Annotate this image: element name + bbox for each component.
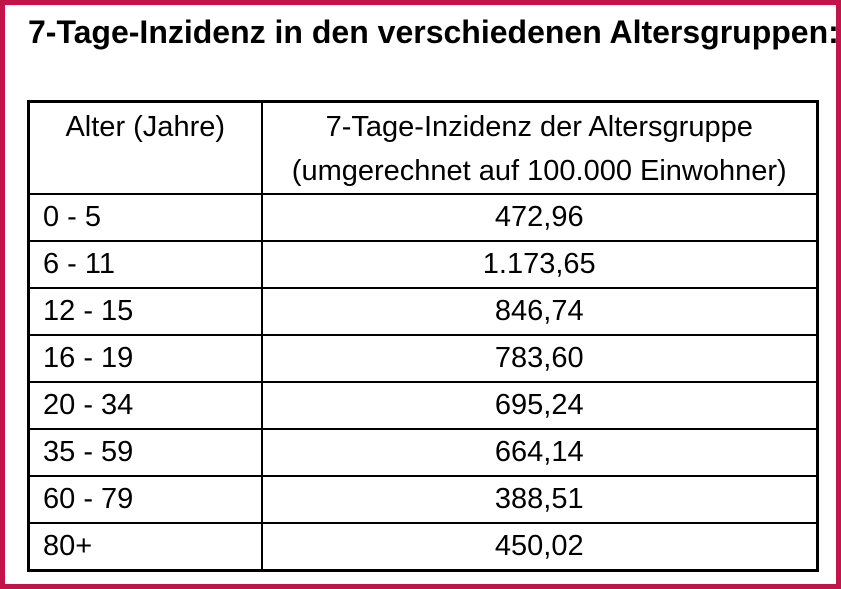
age-cell: 0 - 5 (27, 193, 263, 242)
value-cell: 846,74 (260, 287, 819, 336)
age-cell: 20 - 34 (27, 381, 263, 430)
table-row: 0 - 5 472,96 (27, 193, 819, 242)
header-value-line1: 7-Tage-Inzidenz der Altersgruppe (325, 111, 753, 143)
table-row: 12 - 15 846,74 (27, 287, 819, 336)
value-cell: 450,02 (260, 522, 819, 571)
header-value-cell: 7-Tage-Inzidenz der Altersgruppe (umgere… (260, 100, 819, 195)
age-cell: 35 - 59 (27, 428, 263, 477)
table-row: 20 - 34 695,24 (27, 381, 819, 430)
table-row: 35 - 59 664,14 (27, 428, 819, 477)
value-cell: 472,96 (260, 193, 819, 242)
value-cell: 1.173,65 (260, 240, 819, 289)
header-row: Alter (Jahre) 7-Tage-Inzidenz der Alters… (27, 100, 819, 195)
header-value-line2: (umgerechnet auf 100.000 Einwohner) (291, 155, 787, 187)
table-row: 6 - 11 1.173,65 (27, 240, 819, 289)
value-cell: 388,51 (260, 475, 819, 524)
age-cell: 6 - 11 (27, 240, 263, 289)
age-cell: 80+ (27, 522, 263, 571)
page-title: 7-Tage-Inzidenz in den verschiedenen Alt… (28, 14, 839, 50)
incidence-table: Alter (Jahre) 7-Tage-Inzidenz der Alters… (27, 100, 819, 572)
age-cell: 60 - 79 (27, 475, 263, 524)
table-body: 0 - 5 472,96 6 - 11 1.173,65 12 - 15 846… (27, 193, 819, 571)
table-row: 80+ 450,02 (27, 522, 819, 571)
header-age-cell: Alter (Jahre) (27, 100, 263, 195)
age-cell: 16 - 19 (27, 334, 263, 383)
value-cell: 664,14 (260, 428, 819, 477)
value-cell: 783,60 (260, 334, 819, 383)
table-row: 60 - 79 388,51 (27, 475, 819, 524)
table-row: 16 - 19 783,60 (27, 334, 819, 383)
age-cell: 12 - 15 (27, 287, 263, 336)
value-cell: 695,24 (260, 381, 819, 430)
